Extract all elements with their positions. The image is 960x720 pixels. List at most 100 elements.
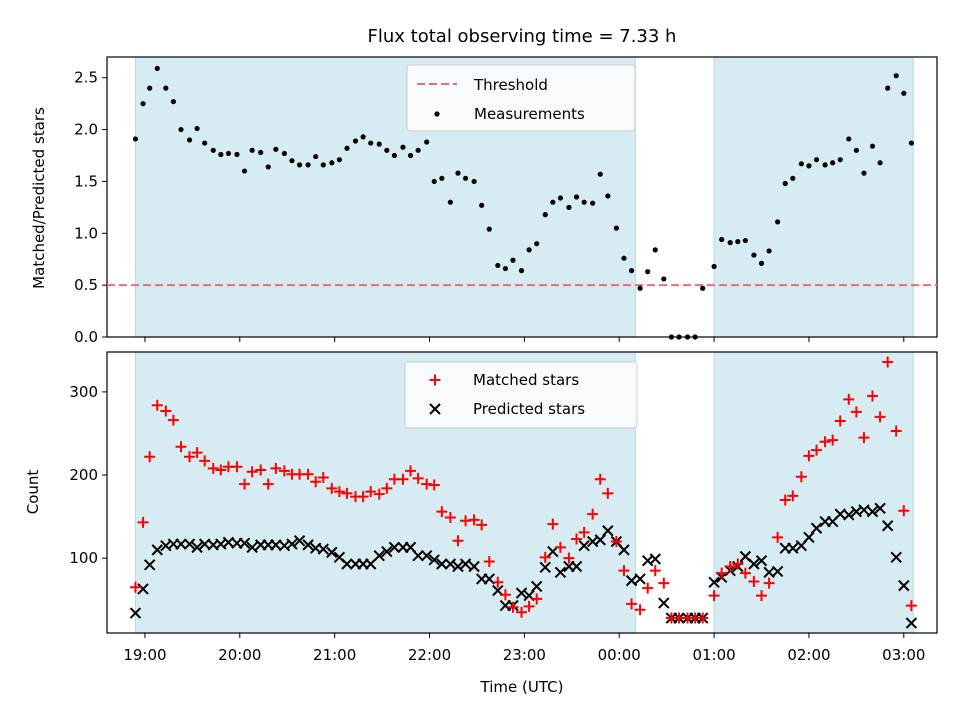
measurement-point bbox=[431, 178, 437, 185]
legend-measurement-swatch bbox=[434, 111, 440, 117]
measurement-point bbox=[661, 276, 667, 282]
matched-point bbox=[658, 577, 670, 589]
matched-point bbox=[594, 473, 606, 485]
predicted-point bbox=[143, 559, 156, 571]
measurement-point bbox=[775, 219, 781, 225]
matched-point bbox=[523, 600, 535, 612]
matched-point bbox=[531, 593, 543, 605]
measurement-point bbox=[877, 160, 883, 166]
predicted-point bbox=[602, 525, 614, 537]
matched-point bbox=[827, 434, 839, 446]
predicted-point bbox=[539, 561, 551, 574]
predicted-point bbox=[246, 541, 258, 554]
observing-window-span bbox=[713, 351, 914, 634]
predicted-point bbox=[412, 549, 424, 562]
predicted-point bbox=[530, 580, 543, 593]
matched-point bbox=[270, 462, 282, 474]
predicted-point bbox=[634, 573, 646, 585]
predicted-point bbox=[881, 520, 894, 532]
matched-point bbox=[779, 494, 791, 506]
matched-point bbox=[412, 472, 424, 484]
bottom-panel: 100 200 300 19:00 20:00 21:00 22:00 23:00 00:00 0… bbox=[69, 351, 938, 664]
measurement-point bbox=[813, 157, 820, 163]
predicted-point bbox=[755, 554, 768, 567]
matched-point bbox=[634, 604, 646, 616]
measurement-point bbox=[830, 160, 836, 166]
x-tick-label: 19:00 bbox=[123, 646, 166, 664]
measurement-point bbox=[573, 194, 580, 200]
predicted-point bbox=[129, 607, 142, 619]
matched-point bbox=[649, 565, 661, 577]
matched-point bbox=[405, 465, 417, 477]
matched-point bbox=[151, 399, 163, 411]
predicted-point bbox=[708, 576, 720, 588]
matched-point bbox=[866, 390, 878, 402]
predicted-point bbox=[302, 539, 314, 551]
measurement-point bbox=[336, 157, 342, 163]
measurement-point bbox=[510, 257, 516, 263]
measurement-point bbox=[439, 175, 445, 181]
predicted-point bbox=[137, 583, 149, 595]
measurement-point bbox=[273, 146, 279, 152]
matched-point bbox=[748, 575, 760, 587]
predicted-point bbox=[381, 545, 393, 558]
matched-point bbox=[811, 444, 823, 456]
legend-predicted-label: Predicted stars bbox=[473, 400, 585, 418]
matched-point bbox=[602, 487, 614, 499]
predicted-point bbox=[341, 558, 353, 570]
predicted-point bbox=[515, 587, 528, 599]
measurement-point bbox=[798, 161, 804, 167]
measurement-point bbox=[846, 136, 852, 142]
measurement-point bbox=[590, 200, 596, 206]
measurement-point bbox=[766, 248, 772, 254]
measurement-point bbox=[202, 140, 208, 146]
matched-point bbox=[787, 490, 799, 502]
matched-point bbox=[571, 533, 583, 545]
matched-point bbox=[341, 487, 353, 499]
matched-point bbox=[905, 600, 917, 612]
legend-matched-swatch bbox=[429, 374, 441, 386]
measurement-point bbox=[758, 260, 765, 266]
measurement-point bbox=[147, 85, 153, 91]
measurement-point bbox=[628, 268, 635, 274]
measurement-point bbox=[597, 171, 603, 177]
axes-frame bbox=[106, 56, 938, 338]
measurement-point bbox=[853, 147, 859, 153]
x-tick-label: 21:00 bbox=[313, 646, 356, 664]
matched-point bbox=[199, 455, 211, 467]
top-panel: 0.0 0.5 1.0 1.5 2.0 2.5 Threshold Measurements bbox=[74, 56, 938, 346]
measurement-point bbox=[550, 199, 556, 205]
matched-point bbox=[708, 590, 720, 602]
measurement-point bbox=[154, 65, 160, 72]
matched-point bbox=[898, 505, 910, 517]
predicted-point bbox=[238, 537, 251, 549]
predicted-point bbox=[286, 538, 298, 550]
matched-point bbox=[618, 565, 630, 577]
measurement-point bbox=[605, 193, 611, 199]
matched-point bbox=[739, 567, 751, 579]
matched-point bbox=[795, 471, 807, 483]
measurement-point bbox=[676, 334, 682, 340]
observing-window-span bbox=[713, 56, 914, 338]
measurement-point bbox=[861, 170, 867, 176]
measurement-point bbox=[313, 153, 319, 160]
measurement-point bbox=[194, 125, 200, 132]
measurement-point bbox=[424, 139, 430, 145]
measurement-point bbox=[178, 126, 184, 133]
measurement-point bbox=[518, 268, 525, 274]
matched-point bbox=[882, 356, 894, 368]
y-tick-label: 200 bbox=[69, 466, 98, 484]
legend-box bbox=[404, 361, 638, 429]
matched-point bbox=[137, 516, 149, 528]
matched-point bbox=[732, 558, 744, 570]
x-tick-label: 00:00 bbox=[598, 646, 641, 664]
measurement-point bbox=[621, 255, 627, 261]
predicted-point bbox=[787, 542, 799, 554]
matched-point bbox=[262, 478, 274, 490]
predicted-point bbox=[570, 560, 583, 573]
predicted-point bbox=[905, 617, 918, 629]
predicted-point bbox=[428, 554, 440, 566]
predicted-point bbox=[810, 522, 823, 534]
y-tick-label: 300 bbox=[69, 383, 98, 401]
